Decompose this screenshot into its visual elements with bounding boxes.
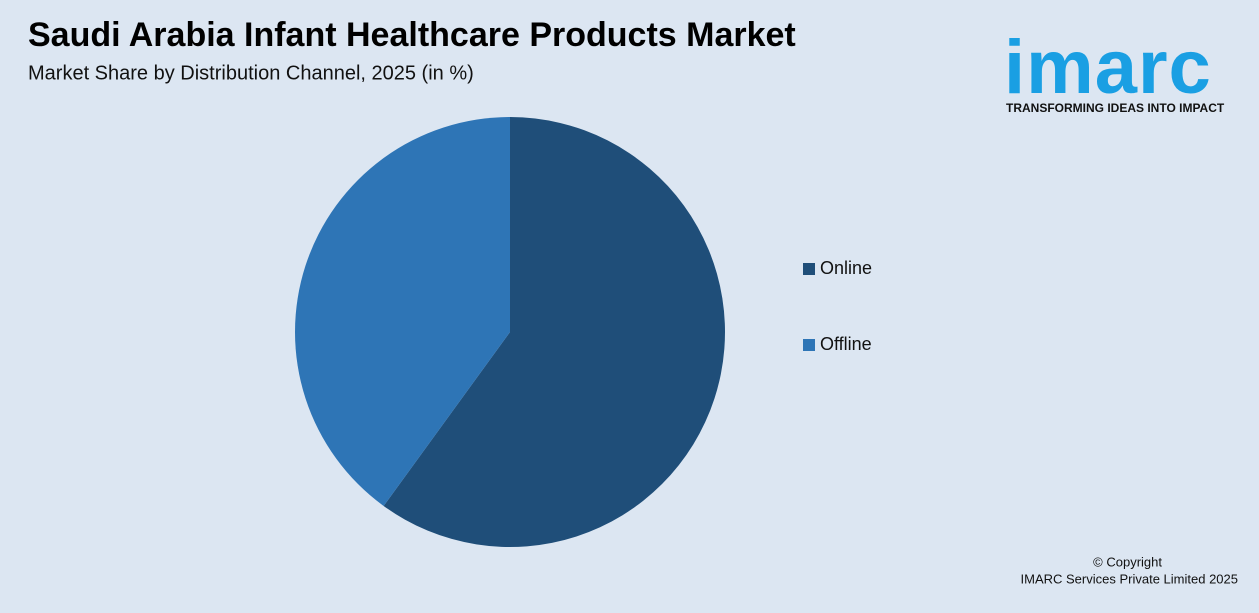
pie-slice: [383, 117, 725, 548]
copyright-owner: IMARC Services Private Limited 2025: [1021, 571, 1238, 586]
legend-swatch: [803, 263, 815, 275]
logo-tagline: TRANSFORMING IDEAS INTO IMPACT: [1006, 101, 1225, 115]
copyright: © Copyright: [1093, 554, 1162, 569]
legend-swatch: [803, 339, 815, 351]
chart-subtitle: Market Share by Distribution Channel, 20…: [28, 62, 474, 84]
chart-title: Saudi Arabia Infant Healthcare Products …: [28, 16, 796, 54]
pie-slice: [295, 117, 510, 506]
legend-label: Online: [820, 258, 872, 278]
logo: imarc: [1004, 25, 1212, 110]
legend-label: Offline: [820, 334, 872, 354]
